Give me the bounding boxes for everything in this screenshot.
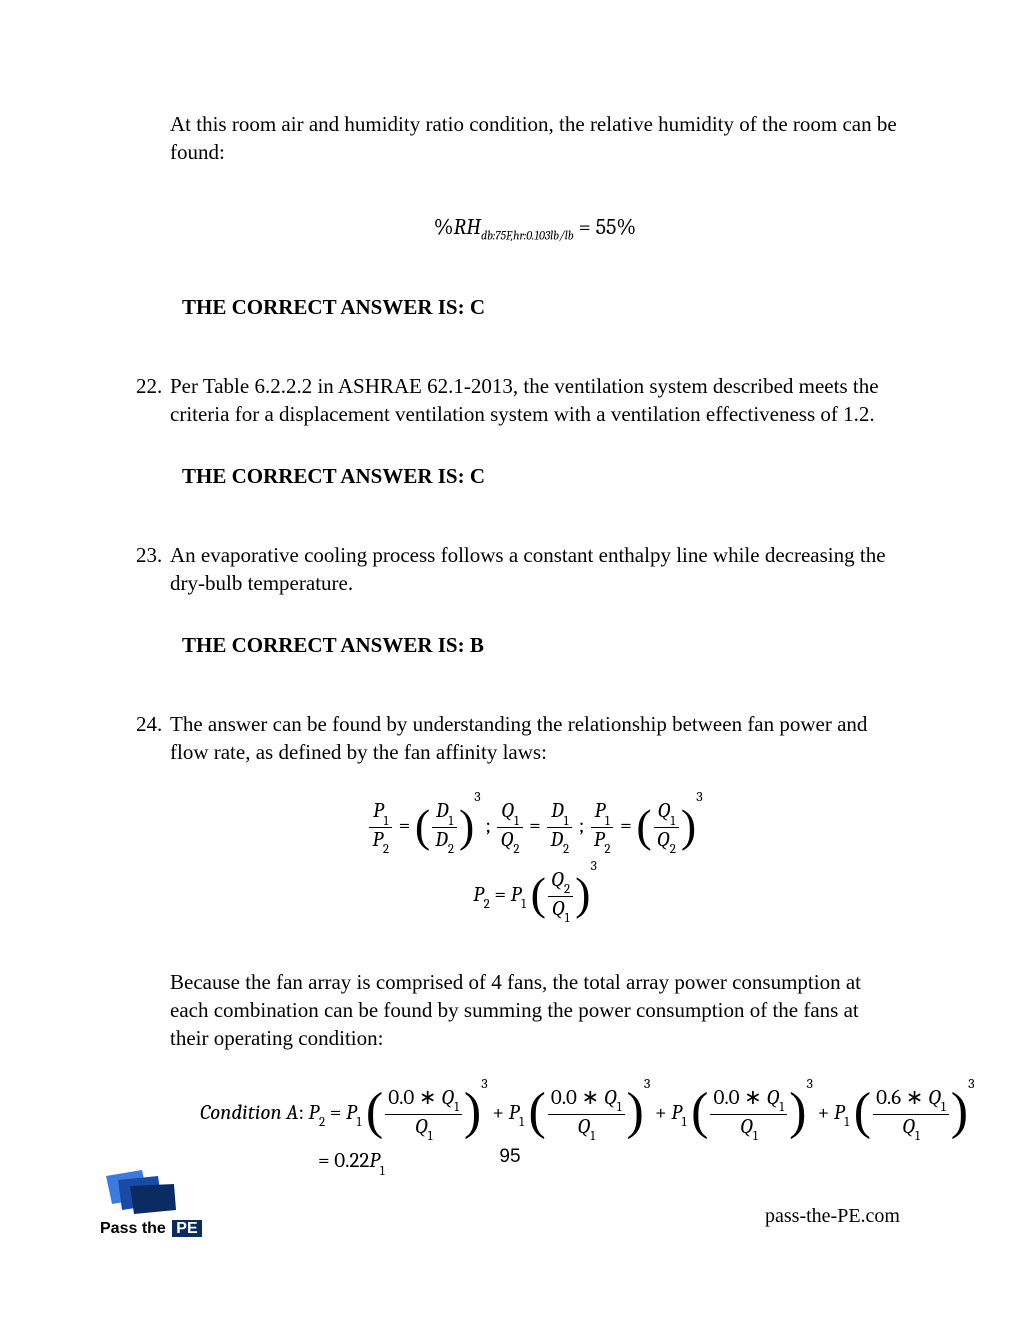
question-24: 24. The answer can be found by understan… <box>170 710 900 767</box>
logo-text: Pass the PE <box>100 1218 202 1240</box>
answer-line-23: THE CORRECT ANSWER IS: B <box>182 631 900 659</box>
question-22: 22. Per Table 6.2.2.2 in ASHRAE 62.1-201… <box>170 372 900 429</box>
equation-condition-a-line1: Condition A: P2 = P1 (0.0 ∗ Q1Q1)3 + P1 … <box>200 1087 900 1142</box>
question-number-22: 22. <box>136 372 170 400</box>
q24-paragraph-2: Because the fan array is comprised of 4 … <box>170 968 900 1053</box>
document-page: At this room air and humidity ratio cond… <box>0 0 1020 1320</box>
question-text-24: The answer can be found by understanding… <box>170 710 900 767</box>
question-number-24: 24. <box>136 710 170 738</box>
condition-a-label: Condition A <box>200 1101 298 1125</box>
rh-subscript: db:75F,hr:0.103lb/lb <box>481 228 574 242</box>
logo-text-pe: PE <box>172 1220 201 1237</box>
answer-line-21: THE CORRECT ANSWER IS: C <box>182 293 900 321</box>
equation-affinity-laws-line1: P1P2 = (D1D2)3 ; Q1Q2 = D1D2 ; P1P2 = (Q… <box>170 800 900 855</box>
question-number-23: 23. <box>136 541 170 569</box>
equation-relative-humidity: %RHdb:75F,hr:0.103lb/lb = 55% <box>170 213 900 244</box>
page-number: 95 <box>0 1144 1020 1170</box>
pass-the-pe-logo: Pass the PE <box>100 1168 202 1240</box>
rh-value: 55% <box>596 214 636 240</box>
intro-paragraph: At this room air and humidity ratio cond… <box>170 110 900 167</box>
question-23: 23. An evaporative cooling process follo… <box>170 541 900 598</box>
question-text-23: An evaporative cooling process follows a… <box>170 541 900 598</box>
question-text-22: Per Table 6.2.2.2 in ASHRAE 62.1-2013, t… <box>170 372 900 429</box>
logo-text-pass: Pass the <box>100 1220 166 1237</box>
answer-line-22: THE CORRECT ANSWER IS: C <box>182 462 900 490</box>
footer-url: pass-the-PE.com <box>765 1203 900 1230</box>
equation-affinity-laws-line2: P2 = P1 (Q2Q1)3 <box>170 869 900 924</box>
